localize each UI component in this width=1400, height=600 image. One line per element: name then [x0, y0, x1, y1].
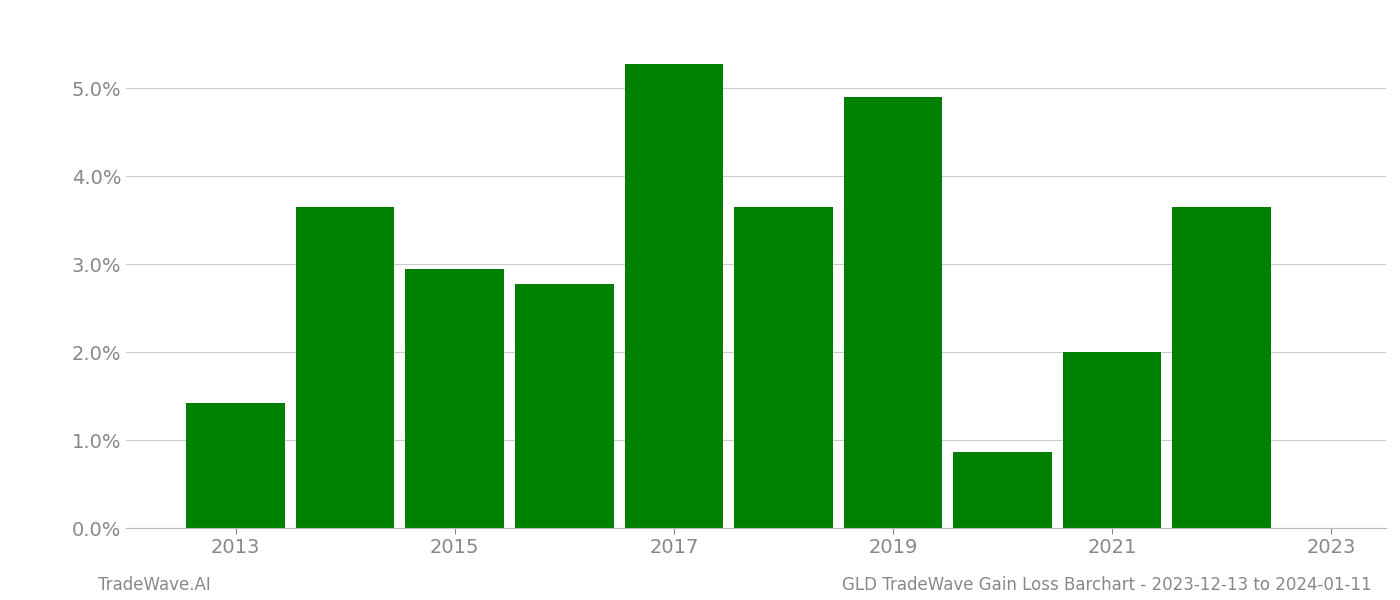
Bar [953, 451, 1051, 528]
Bar [186, 403, 284, 528]
Bar [844, 97, 942, 528]
Text: TradeWave.AI: TradeWave.AI [98, 576, 211, 594]
Text: GLD TradeWave Gain Loss Barchart - 2023-12-13 to 2024-01-11: GLD TradeWave Gain Loss Barchart - 2023-… [843, 576, 1372, 594]
Bar [295, 207, 395, 528]
Bar [1172, 207, 1271, 528]
Bar [515, 284, 613, 528]
Bar [734, 207, 833, 528]
Bar [1063, 352, 1162, 528]
Bar [406, 269, 504, 528]
Bar [624, 64, 724, 528]
